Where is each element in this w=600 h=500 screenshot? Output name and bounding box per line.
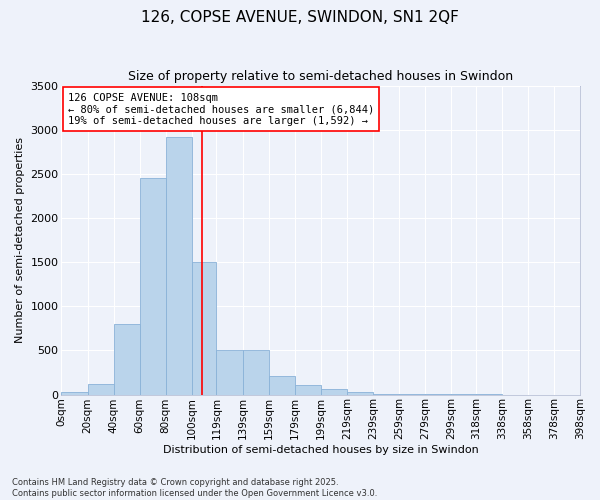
Bar [88,384,113,394]
Text: Contains HM Land Registry data © Crown copyright and database right 2025.
Contai: Contains HM Land Registry data © Crown c… [12,478,377,498]
Bar [269,376,295,394]
Bar [192,262,217,394]
Text: 126 COPSE AVENUE: 108sqm
← 80% of semi-detached houses are smaller (6,844)
19% o: 126 COPSE AVENUE: 108sqm ← 80% of semi-d… [68,92,374,126]
Bar [242,350,269,395]
X-axis label: Distribution of semi-detached houses by size in Swindon: Distribution of semi-detached houses by … [163,445,479,455]
Text: 126, COPSE AVENUE, SWINDON, SN1 2QF: 126, COPSE AVENUE, SWINDON, SN1 2QF [141,10,459,25]
Bar [140,178,166,394]
Bar [166,137,192,394]
Bar [321,389,347,394]
Bar [295,385,321,394]
Title: Size of property relative to semi-detached houses in Swindon: Size of property relative to semi-detach… [128,70,513,83]
Bar [217,350,242,395]
Bar [347,392,373,394]
Y-axis label: Number of semi-detached properties: Number of semi-detached properties [15,137,25,343]
Bar [61,392,88,394]
Bar [113,324,140,394]
